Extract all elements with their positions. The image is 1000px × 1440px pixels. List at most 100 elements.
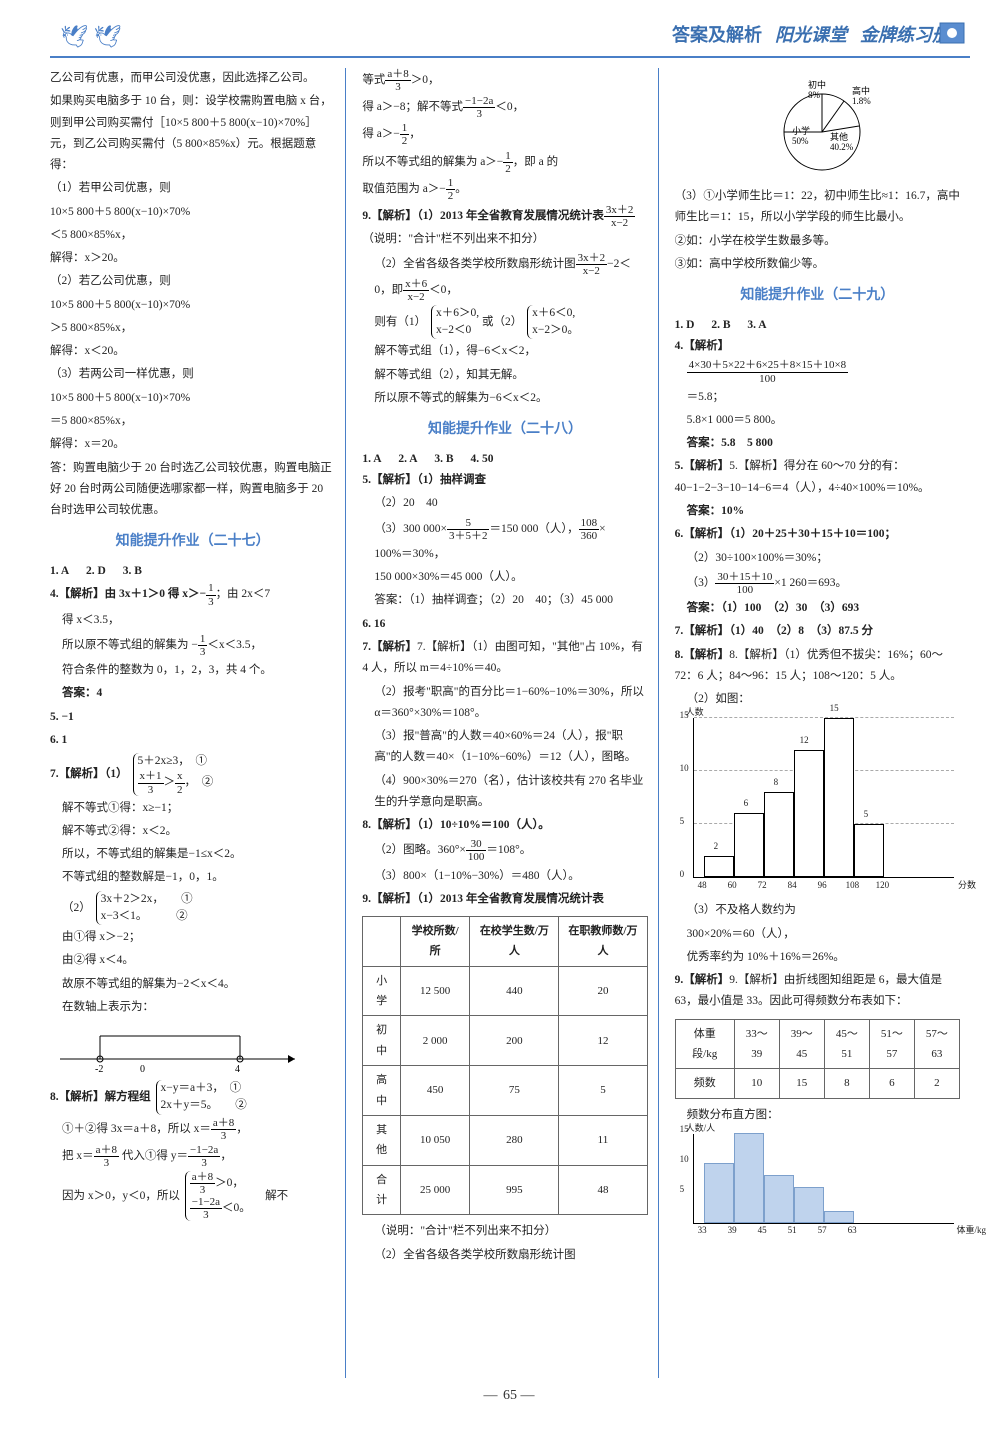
c1-q7i: 故原不等式组的解集为−2＜x＜4。: [50, 974, 335, 995]
c2-p4: 所以不等式组的解集为 a＞−12，即 a 的: [362, 150, 647, 175]
q28-1: 1. A: [362, 453, 381, 465]
c3-q8e: 优秀率约为 10%＋16%＝26%。: [675, 947, 960, 968]
c3-q8b: （2）如图：: [675, 689, 960, 710]
svg-text:40.2%: 40.2%: [830, 142, 854, 152]
c3-q5a: 5.【解析】5.【解析】得分在 60～70 分的有：40−1−2−3−10−14…: [675, 456, 960, 499]
c1-q8a: 8.【解析】解方程组 x−y＝a＋3， ① 2x＋y＝5。 ②: [50, 1080, 335, 1115]
c2-q8b: （2）图略。360°×30100＝108°。: [362, 838, 647, 863]
q28-4: 4. 50: [470, 453, 493, 465]
title-brand1: 阳光课堂: [775, 25, 847, 45]
q28-3: 3. B: [434, 453, 453, 465]
c1-q8b: ①＋②得 3x＝a＋8，所以 x＝a＋83，: [50, 1117, 335, 1142]
c1-q4f: 符合条件的整数为 0，1，2，3，共 4 个。: [50, 660, 335, 681]
header-title-group: 答案及解析 阳光课堂 金牌练习册: [50, 10, 970, 51]
q27-2: 2. D: [86, 565, 106, 577]
page-header: 🕊 🕊 答案及解析 阳光课堂 金牌练习册: [50, 10, 970, 58]
page-number: 65: [503, 1388, 517, 1403]
c3-p3: ③如：高中学校所数偏少等。: [675, 254, 960, 275]
svg-text:高中: 高中: [852, 85, 870, 96]
q29-1: 1. D: [675, 319, 695, 331]
c1-2l: 解得：x＝20。: [50, 434, 335, 455]
section-29-title: 知能提升作业（二十九）: [675, 283, 960, 309]
c2-q8d: （3）800×（1−10%−30%）＝480（人）。: [362, 866, 647, 887]
c2-q5a: 5.【解析】（1）抽样调查: [362, 470, 647, 491]
c1-2a: （1）若甲公司优惠，则: [50, 178, 335, 199]
c3-q9b: 频数分布直方图：: [675, 1105, 960, 1126]
c3-q4c: 5.8×1 000＝5 800。: [675, 410, 960, 431]
c1-q8d: 把 x＝a＋83 代入①得 y＝−1−2a3，: [50, 1144, 335, 1169]
c3-q4a: 4.【解析】: [675, 336, 960, 357]
c3-q6e: 答案：（1）100 （2）30 （3）693: [675, 598, 960, 619]
bar-chart-2: 人数/人 体重/kg 5 10 15 33 39 45 51 57 63: [693, 1134, 954, 1224]
c1-q5: 5. −1: [50, 707, 335, 728]
c1-2c: ＜5 800×85%x，: [50, 225, 335, 246]
c2-q9c2: （2）全省各级各类学校所数扇形统计图: [362, 1245, 647, 1266]
c1-q4d: 所以原不等式组的解集为 −13＜x＜3.5，: [50, 633, 335, 658]
title-answers: 答案及解析: [672, 25, 762, 45]
q27-3: 3. B: [123, 565, 142, 577]
c2-q5f: 100%＝30%，: [362, 544, 647, 565]
c2-q5h: 答案：（1）抽样调查；（2）20 40；（3）45 000: [362, 590, 647, 611]
c1-2d: 解得：x＞20。: [50, 248, 335, 269]
c3-q4d: 答案：5.8 5 800: [675, 433, 960, 454]
c2-p2: 得 a＞−8；解不等式−1−2a3＜0，: [362, 95, 647, 120]
table-header: 学校所数/所 在校学生数/万人 在职教师数/万人: [363, 917, 647, 967]
c1-q6: 6. 1: [50, 730, 335, 751]
svg-text:0: 0: [140, 1064, 145, 1074]
c2-q9b2: （说明："合计"栏不列出来不扣分）: [362, 1221, 647, 1242]
c2-p5: 取值范围为 a＞−12。: [362, 177, 647, 202]
c1-q7e: 不等式组的整数解是−1，0，1。: [50, 867, 335, 888]
c1-q7d: 所以，不等式组的解集是−1≤x＜2。: [50, 844, 335, 865]
c3-q5b: 答案：10%: [675, 501, 960, 522]
page-footer: — 65 —: [50, 1384, 970, 1408]
c1-q7a: 7.【解析】（1） 5＋2x≥3， ① x＋13＞x2， ②: [50, 753, 335, 795]
c1-2h: 解得：x＜20。: [50, 341, 335, 362]
c1-2g: ＞5 800×85%x，: [50, 318, 335, 339]
c2-q5c: （3）300 000×53＋5＋2＝150 000（人），108360×: [362, 517, 647, 542]
decor-icon: [930, 8, 980, 48]
c3-q6b: （2）30÷100×100%＝30%；: [675, 548, 960, 569]
c3-q7: 7.【解析】（1）40 （2）8 （3）87.5 分: [675, 621, 960, 642]
c3-q8a: 8.【解析】8.【解析】（1）优秀但不拔尖：16%；60～72：6 人；84～9…: [675, 645, 960, 688]
section-28-title: 知能提升作业（二十八）: [362, 417, 647, 443]
c2-q7c: （3）报"普高"的人数＝40×60%＝24（人），报"职高"的人数＝40×（1−…: [362, 726, 647, 769]
c1-q4: 4.【解析】由 3x＋1＞0 得 x＞−13；由 2x＜7: [50, 582, 335, 607]
svg-text:其他: 其他: [830, 131, 848, 142]
c1-q7h: 由②得 x＜4。: [50, 950, 335, 971]
svg-text:-2: -2: [95, 1064, 103, 1074]
c2-q9i: 解不等式组（2），知其无解。: [362, 365, 647, 386]
c1-q7g: 由①得 x＞−2；: [50, 927, 335, 948]
c2-q7d: （4）900×30%＝270（名），估计该校共有 270 名毕业生的升学意向是职…: [362, 771, 647, 814]
stats-table: 学校所数/所 在校学生数/万人 在职教师数/万人 小学12 50044020 初…: [362, 916, 647, 1215]
c2-q9a: 9.【解析】（1）2013 年全省教育发展情况统计表3x＋2x−2（说明："合计…: [362, 204, 647, 250]
column-2: 等式a＋83＞0， 得 a＞−8；解不等式−1−2a3＜0， 得 a＞−12， …: [362, 68, 658, 1378]
c2-q5b: （2）20 40: [362, 493, 647, 514]
c3-p1: （3）①小学师生比＝1：22，初中师生比≈1：16.7，高中师生比＝1：15，所…: [675, 186, 960, 229]
svg-text:小学: 小学: [792, 125, 810, 136]
c2-q8a: 8.【解析】（1）10÷10%＝100（人）。: [362, 815, 647, 836]
c3-p2: ②如：小学在校学生数最多等。: [675, 231, 960, 252]
c1-2j: 10×5 800＋5 800(x−10)×70%: [50, 388, 335, 409]
q27-answers: 1. A 2. D 3. B: [50, 561, 335, 582]
c2-q7a: 7.【解析】7.【解析】（1）由图可知，"其他"占 10%，有 4 人，所以 m…: [362, 637, 647, 680]
c1-q8g: 因为 x＞0，y＜0，所以 a＋83＞0， −1−2a3＜0。 解不: [50, 1171, 335, 1221]
c3-q6c: （3）30＋15＋10100×1 260＝693。: [675, 571, 960, 596]
section-27-title: 知能提升作业（二十七）: [50, 529, 335, 555]
c2-q7b: （2）报考"职高"的百分比＝1−60%−10%＝30%，所以 α＝360°×30…: [362, 682, 647, 725]
c2-q5g: 150 000×30%＝45 000（人）。: [362, 567, 647, 588]
c1-q4c: 得 x＜3.5，: [50, 610, 335, 631]
c1-2i: （3）若两公司一样优惠，则: [50, 364, 335, 385]
q28-2: 2. A: [398, 453, 417, 465]
c1-2b: 10×5 800＋5 800(x−10)×70%: [50, 202, 335, 223]
q29-3: 3. A: [747, 319, 766, 331]
c1-q7c: 解不等式②得：x＜2。: [50, 821, 335, 842]
c1-q7j: 在数轴上表示为：: [50, 997, 335, 1018]
c2-q9f: 则有（1） x＋6＞0,x−2＜0 或（2） x＋6＜0,x−2＞0。: [362, 305, 647, 340]
c2-q6: 6. 16: [362, 614, 647, 635]
c1-intro3: 答：购置电脑少于 20 台时选乙公司较优惠，购置电脑正好 20 台时两公司随便选…: [50, 458, 335, 522]
svg-text:8%: 8%: [808, 90, 821, 100]
c3-q9a: 9.【解析】9.【解析】由折线图知组距是 6，最大值是 63，最小值是 33。因…: [675, 970, 960, 1013]
c2-q9a2: 9.【解析】（1）2013 年全省教育发展情况统计表: [362, 889, 647, 910]
c1-2k: ＝5 800×85%x，: [50, 411, 335, 432]
c1-intro1: 乙公司有优惠，而甲公司没优惠，因此选择乙公司。: [50, 68, 335, 89]
